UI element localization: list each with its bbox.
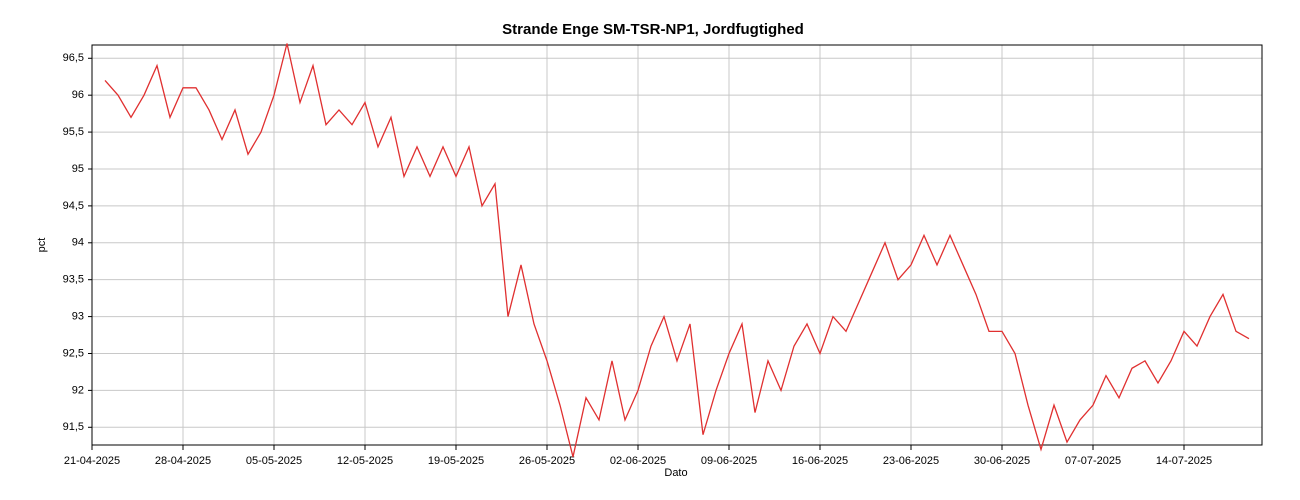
x-axis-label: Dato [664,467,687,479]
x-tick-label: 02-06-2025 [610,455,666,467]
x-tick-label: 09-06-2025 [701,455,757,467]
x-tick-label: 05-05-2025 [246,455,302,467]
chart-title: Strande Enge SM-TSR-NP1, Jordfugtighed [502,21,804,38]
data-line [104,43,1250,457]
y-tick-label: 96 [72,89,84,101]
y-tick-label: 93 [72,310,84,322]
y-tick-label: 95 [72,163,84,175]
x-tick-label: 23-06-2025 [883,455,939,467]
x-tick-label: 19-05-2025 [428,455,484,467]
x-tick-label: 21-04-2025 [64,455,120,467]
y-tick-label: 94 [72,237,84,249]
y-tick-label: 96,5 [63,52,84,64]
y-tick-label: 92,5 [63,347,84,359]
x-tick-label: 14-07-2025 [1156,455,1212,467]
x-tick-label: 12-05-2025 [337,455,393,467]
y-axis-label: pct [36,238,48,253]
plot-frame [91,44,1263,446]
x-tick-label: 26-05-2025 [519,455,575,467]
x-tick-label: 07-07-2025 [1065,455,1121,467]
y-tick-label: 91,5 [63,421,84,433]
x-tick-label: 16-06-2025 [792,455,848,467]
x-tick-label: 30-06-2025 [974,455,1030,467]
y-tick-label: 93,5 [63,274,84,286]
y-tick-label: 95,5 [63,126,84,138]
y-tick-label: 94,5 [63,200,84,212]
x-tick-label: 28-04-2025 [155,455,211,467]
y-tick-label: 92 [72,384,84,396]
